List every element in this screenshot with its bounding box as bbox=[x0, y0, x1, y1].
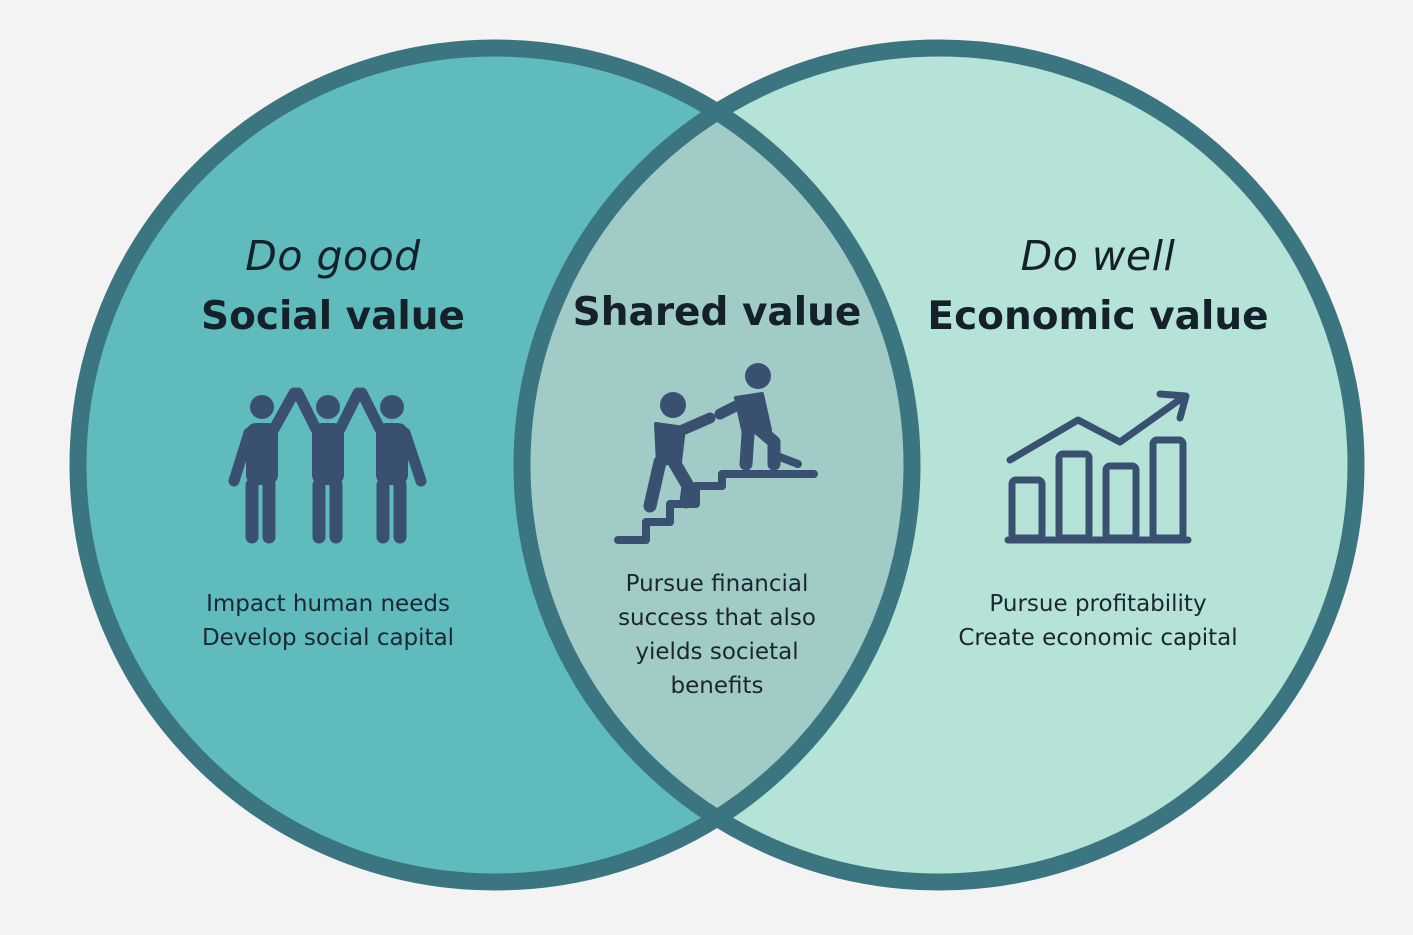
left-line-1: Impact human needs bbox=[206, 591, 450, 617]
overlap-region bbox=[522, 48, 912, 882]
left-italic-title: Do good bbox=[245, 232, 421, 280]
center-description: Pursue financial success that also yield… bbox=[567, 567, 867, 703]
center-title: Shared value bbox=[572, 290, 862, 335]
right-title: Economic value bbox=[927, 294, 1269, 339]
people-cheering-icon bbox=[228, 387, 427, 544]
left-line-2: Develop social capital bbox=[201, 625, 455, 651]
right-line-1: Pursue profitability bbox=[989, 591, 1207, 617]
center-line-2: success that also bbox=[618, 605, 816, 631]
center-line-1: Pursue financial bbox=[625, 571, 809, 597]
growth-bar-chart-icon bbox=[1004, 390, 1192, 544]
left-description: Impact human needs Develop social capita… bbox=[163, 587, 493, 655]
helping-up-stairs-icon bbox=[614, 363, 818, 544]
left-title: Social value bbox=[201, 294, 465, 339]
right-italic-title: Do well bbox=[1020, 232, 1176, 280]
left-circle-outline bbox=[69, 39, 921, 891]
right-line-2: Create economic capital bbox=[958, 625, 1238, 651]
center-line-3: yields societal bbox=[635, 639, 799, 665]
right-circle-outline bbox=[513, 39, 1365, 891]
right-description: Pursue profitability Create economic cap… bbox=[918, 587, 1278, 655]
center-line-4: benefits bbox=[670, 673, 764, 699]
